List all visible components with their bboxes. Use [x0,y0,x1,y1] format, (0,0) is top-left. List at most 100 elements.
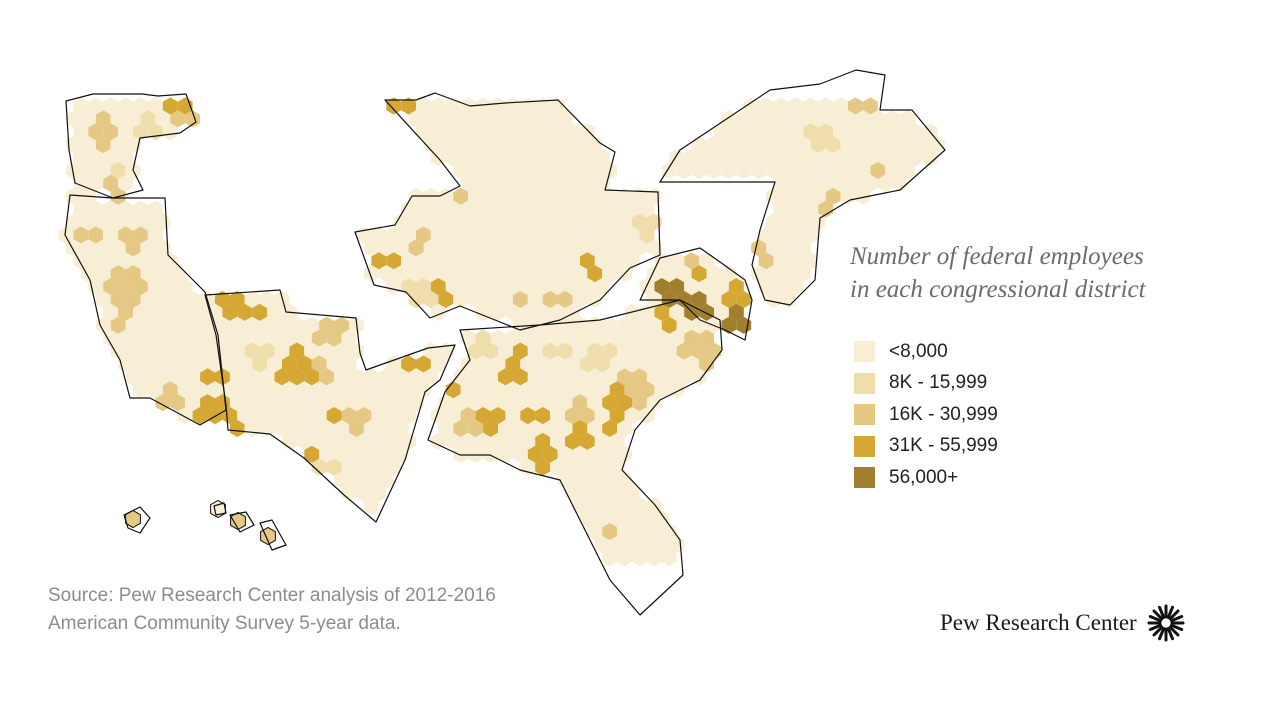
district-hex [125,213,141,231]
district-hex [624,329,640,347]
district-hex [155,368,171,386]
district-hex [758,123,774,141]
district-hex [594,407,610,425]
district-hex [110,110,126,128]
district-hex [572,471,588,489]
district-hex [215,316,230,334]
district-hex [542,136,558,154]
district-hex [736,136,752,154]
district-hex [259,290,275,309]
district-hex [296,355,312,373]
district-hex [416,97,431,115]
district-hex [155,110,171,128]
district-hex [147,252,163,270]
district-hex [714,278,729,296]
district-hex [445,278,461,296]
district-hex [147,303,163,321]
district-hex [460,252,476,270]
district-hex [498,342,513,360]
district-hex [498,239,513,257]
district-hex [386,381,402,399]
district-hex [416,355,431,373]
district-hex [885,110,901,128]
district-hex [565,200,580,218]
district-hex [453,265,469,283]
district-hex [498,290,513,309]
district-hex [803,97,819,115]
sunburst-ray [1166,605,1174,619]
district-hex [542,187,558,205]
district-hex [80,136,96,154]
district-hex [423,290,439,309]
district-hex [460,381,476,399]
district-hex [58,226,74,244]
district-hex [810,213,826,231]
district-hex [788,97,804,115]
district-hex [237,381,253,399]
district-hex [512,110,528,128]
district-hex [579,381,595,399]
district-hex [140,290,156,309]
district-hex [267,329,282,347]
state-outline-southwest [204,289,456,523]
district-hex [453,290,469,309]
district-hex [490,407,506,425]
district-hex [423,110,439,128]
district-hex [490,381,506,399]
district-hex [445,407,461,425]
district-hex [542,394,558,412]
district-hex [378,445,394,463]
district-hex [453,110,469,128]
district-hex [274,394,290,412]
district-hex [244,342,260,360]
district-hex [632,497,647,515]
district-hex [609,329,625,347]
district-hex [520,278,536,296]
sunburst-ray [1168,609,1180,621]
district-hex [587,239,603,257]
district-hex [453,161,469,180]
district-hex [609,536,625,554]
district-hex [862,149,878,167]
district-hex [505,149,521,167]
district-hex [512,394,528,412]
district-hex [706,290,722,309]
district-hex [892,174,908,192]
district-hex [691,342,707,360]
district-hex [490,97,506,115]
district-hex [594,510,610,528]
district-hex [490,252,506,270]
district-hex [88,97,104,115]
district-hex [579,174,595,192]
district-hex [498,419,513,438]
district-hex [527,265,543,283]
district-hex [430,200,446,218]
district-hex [289,419,305,438]
district-hex [527,239,543,257]
district-hex [483,187,498,205]
district-hex [140,213,156,231]
district-hex [527,394,543,412]
district-hex [512,316,528,334]
district-hex [855,161,871,180]
district-hex [408,394,424,412]
district-hex [773,278,789,296]
district-hex [848,97,863,115]
district-hex [669,278,685,296]
district-hex [438,187,454,205]
district-hex [520,303,536,321]
district-hex [326,407,342,425]
district-hex [304,342,320,360]
sunburst-ray [1152,609,1164,621]
district-hex [125,136,141,154]
district-hex [855,110,871,128]
district-hex [73,226,89,244]
district-hex [349,471,364,489]
district-hex [274,342,290,360]
district-hex [691,290,707,309]
district-hex [758,97,774,115]
district-hex [140,239,156,257]
district-hex [572,419,588,438]
district-hex [341,355,357,373]
district-hex [423,213,439,231]
